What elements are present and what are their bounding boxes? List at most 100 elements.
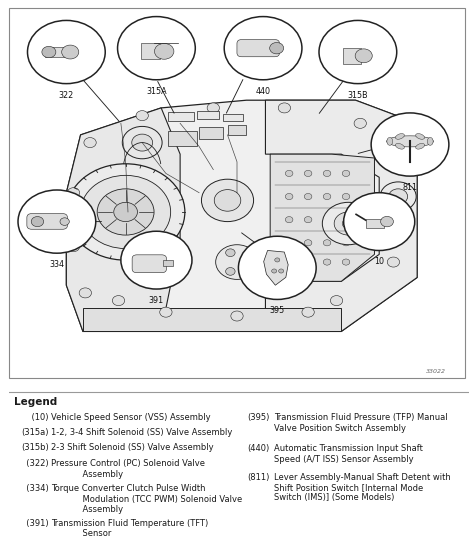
Circle shape: [278, 103, 291, 113]
Circle shape: [330, 295, 343, 306]
Circle shape: [275, 258, 280, 262]
Text: (391): (391): [21, 519, 48, 528]
FancyBboxPatch shape: [163, 260, 173, 266]
Circle shape: [67, 241, 80, 252]
Circle shape: [342, 218, 355, 229]
Circle shape: [285, 259, 293, 265]
FancyBboxPatch shape: [168, 112, 194, 121]
Circle shape: [84, 137, 96, 148]
Text: Torque Converter Clutch Pulse Width
            Modulation (TCC PWM) Solenoid Va: Torque Converter Clutch Pulse Width Modu…: [51, 485, 242, 514]
Circle shape: [231, 311, 243, 321]
Text: 33022: 33022: [426, 369, 446, 374]
Circle shape: [60, 218, 69, 225]
FancyBboxPatch shape: [132, 255, 166, 273]
Circle shape: [31, 217, 44, 227]
Circle shape: [285, 170, 293, 176]
Circle shape: [226, 267, 235, 275]
Ellipse shape: [387, 136, 433, 147]
Circle shape: [323, 194, 331, 199]
Circle shape: [323, 240, 331, 246]
Circle shape: [342, 170, 350, 176]
Circle shape: [304, 259, 312, 265]
Circle shape: [342, 259, 350, 265]
Text: 440: 440: [255, 87, 271, 96]
Circle shape: [97, 189, 154, 235]
Polygon shape: [45, 47, 74, 57]
FancyBboxPatch shape: [223, 114, 243, 121]
Circle shape: [397, 207, 409, 217]
Text: 395: 395: [270, 306, 285, 315]
Text: (322): (322): [21, 459, 48, 468]
Circle shape: [354, 119, 366, 128]
Circle shape: [322, 202, 374, 245]
Circle shape: [132, 134, 153, 151]
Text: (811): (811): [247, 473, 269, 481]
Text: Transmission Fluid Pressure (TFP) Manual
Valve Position Switch Assembly: Transmission Fluid Pressure (TFP) Manual…: [274, 413, 447, 433]
Text: Transmission Fluid Temperature (TFT)
            Sensor: Transmission Fluid Temperature (TFT) Sen…: [51, 519, 208, 538]
Circle shape: [214, 190, 241, 211]
Text: (334): (334): [21, 485, 48, 493]
Ellipse shape: [395, 143, 404, 149]
Text: 10: 10: [374, 258, 384, 266]
FancyBboxPatch shape: [197, 111, 219, 120]
Circle shape: [81, 175, 171, 248]
Text: 315B: 315B: [347, 91, 368, 100]
Circle shape: [342, 194, 350, 199]
Circle shape: [270, 43, 283, 54]
Polygon shape: [83, 308, 341, 331]
Circle shape: [371, 113, 449, 176]
Text: (10): (10): [21, 413, 48, 422]
Circle shape: [344, 192, 415, 251]
Circle shape: [342, 217, 350, 223]
Circle shape: [304, 217, 312, 223]
Text: Legend: Legend: [14, 397, 57, 407]
Circle shape: [304, 194, 312, 199]
Text: 2-3 Shift Solenoid (SS) Valve Assembly: 2-3 Shift Solenoid (SS) Valve Assembly: [51, 443, 213, 452]
Polygon shape: [66, 108, 180, 331]
FancyBboxPatch shape: [141, 44, 160, 59]
Text: (395): (395): [247, 413, 269, 422]
Circle shape: [355, 49, 372, 63]
Circle shape: [285, 194, 293, 199]
Text: 315A: 315A: [146, 87, 167, 96]
Circle shape: [121, 231, 192, 289]
Circle shape: [122, 127, 162, 159]
Polygon shape: [66, 100, 417, 331]
Circle shape: [160, 307, 172, 317]
Polygon shape: [265, 100, 417, 331]
Text: Lever Assembly-Manual Shaft Detent with
Shift Position Switch [Internal Mode
Swi: Lever Assembly-Manual Shaft Detent with …: [274, 473, 451, 502]
Circle shape: [380, 182, 416, 211]
Circle shape: [201, 179, 254, 222]
Circle shape: [319, 20, 397, 84]
FancyBboxPatch shape: [343, 48, 361, 64]
Circle shape: [27, 20, 105, 84]
Text: (440): (440): [247, 444, 269, 453]
Circle shape: [246, 258, 255, 266]
Circle shape: [114, 202, 137, 222]
Text: (315a): (315a): [21, 428, 48, 437]
Circle shape: [389, 189, 408, 204]
Circle shape: [238, 236, 316, 300]
Ellipse shape: [387, 137, 393, 146]
Circle shape: [155, 44, 174, 59]
Circle shape: [226, 249, 235, 257]
Circle shape: [136, 110, 148, 121]
Circle shape: [207, 103, 219, 113]
Circle shape: [285, 217, 293, 223]
Polygon shape: [270, 154, 374, 281]
Circle shape: [118, 17, 195, 80]
FancyBboxPatch shape: [228, 125, 246, 135]
Text: 334: 334: [49, 260, 64, 269]
Ellipse shape: [427, 137, 433, 146]
Circle shape: [18, 190, 96, 253]
Circle shape: [387, 149, 400, 159]
Circle shape: [285, 240, 293, 246]
Circle shape: [112, 295, 125, 306]
Circle shape: [304, 240, 312, 246]
FancyBboxPatch shape: [199, 127, 223, 139]
Ellipse shape: [416, 143, 425, 149]
FancyBboxPatch shape: [168, 131, 197, 147]
Text: Automatic Transmission Input Shaft
Speed (A/T ISS) Sensor Assembly: Automatic Transmission Input Shaft Speed…: [274, 444, 423, 464]
FancyBboxPatch shape: [9, 8, 465, 378]
FancyBboxPatch shape: [366, 219, 384, 228]
